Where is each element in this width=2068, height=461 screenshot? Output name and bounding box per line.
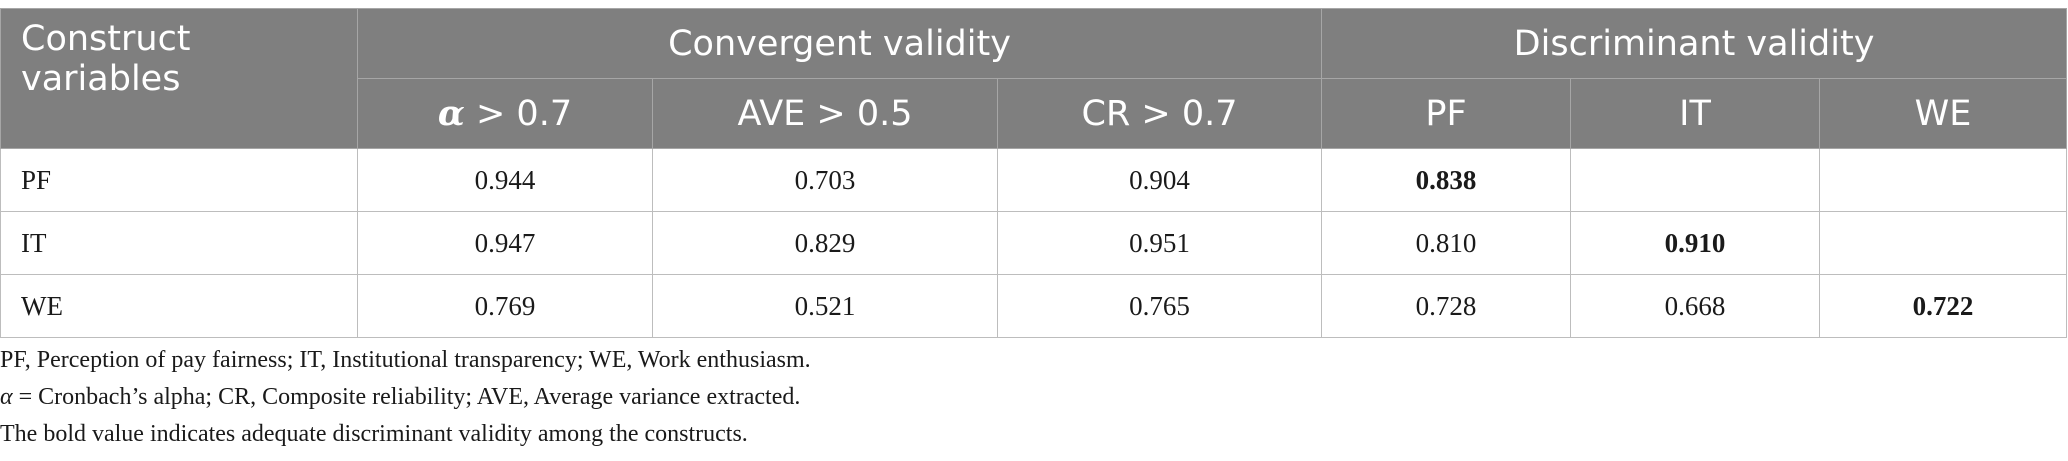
header-pf: PF bbox=[1321, 78, 1572, 149]
cell-we bbox=[1819, 148, 2068, 212]
header-cr: CR > 0.7 bbox=[996, 78, 1323, 149]
cell-alpha: 0.944 bbox=[357, 148, 653, 212]
cell-ave: 0.521 bbox=[652, 274, 998, 338]
cell-pf: 0.810 bbox=[1321, 211, 1572, 275]
table-row: IT 0.947 0.829 0.951 0.810 0.910 bbox=[0, 211, 2068, 275]
header-convergent-validity: Convergent validity bbox=[356, 8, 1323, 79]
cell-pf: 0.838 bbox=[1321, 148, 1572, 212]
validity-table: Construct variables Convergent validity … bbox=[0, 8, 2068, 338]
cell-cr: 0.904 bbox=[996, 148, 1323, 212]
cell-it: 0.668 bbox=[1570, 274, 1821, 338]
header-it: IT bbox=[1570, 78, 1821, 149]
cell-we: 0.722 bbox=[1819, 274, 2068, 338]
footnote-bold-note: The bold value indicates adequate discri… bbox=[0, 421, 748, 447]
row-label: WE bbox=[0, 274, 358, 338]
header-ave: AVE > 0.5 bbox=[652, 78, 998, 149]
row-label: IT bbox=[0, 211, 358, 275]
footnote-alpha-text: = Cronbach’s alpha; CR, Composite reliab… bbox=[12, 384, 801, 410]
cell-cr: 0.951 bbox=[996, 211, 1323, 275]
cell-it bbox=[1570, 148, 1821, 212]
cell-ave: 0.829 bbox=[652, 211, 998, 275]
footnote-alpha: α = Cronbach’s alpha; CR, Composite reli… bbox=[0, 379, 811, 416]
cell-ave: 0.703 bbox=[652, 148, 998, 212]
row-label: PF bbox=[0, 148, 358, 212]
footnote-alpha-symbol: α bbox=[0, 384, 13, 410]
header-alpha: α > 0.7 bbox=[357, 78, 653, 149]
table-row: PF 0.944 0.703 0.904 0.838 bbox=[0, 148, 2068, 212]
header-we: WE bbox=[1819, 78, 2068, 149]
cell-pf: 0.728 bbox=[1321, 274, 1572, 338]
header-row-groups: Construct variables Convergent validity … bbox=[0, 8, 2068, 149]
table-row: WE 0.769 0.521 0.765 0.728 0.668 0.722 bbox=[0, 274, 2068, 338]
alpha-symbol: α bbox=[437, 93, 465, 134]
cell-alpha: 0.947 bbox=[357, 211, 653, 275]
header-discriminant-validity: Discriminant validity bbox=[1321, 8, 2068, 79]
header-construct-variables: Construct variables bbox=[0, 8, 358, 149]
cell-we bbox=[1819, 211, 2068, 275]
cell-cr: 0.765 bbox=[996, 274, 1323, 338]
footnote-abbreviations: PF, Perception of pay fairness; IT, Inst… bbox=[0, 347, 811, 373]
header-alpha-threshold: > 0.7 bbox=[464, 94, 573, 134]
cell-it: 0.910 bbox=[1570, 211, 1821, 275]
cell-alpha: 0.769 bbox=[357, 274, 653, 338]
header-row-columns: α > 0.7 AVE > 0.5 CR > 0.7 PF IT WE bbox=[1, 78, 2068, 149]
table-footnotes: PF, Perception of pay fairness; IT, Inst… bbox=[0, 342, 811, 453]
